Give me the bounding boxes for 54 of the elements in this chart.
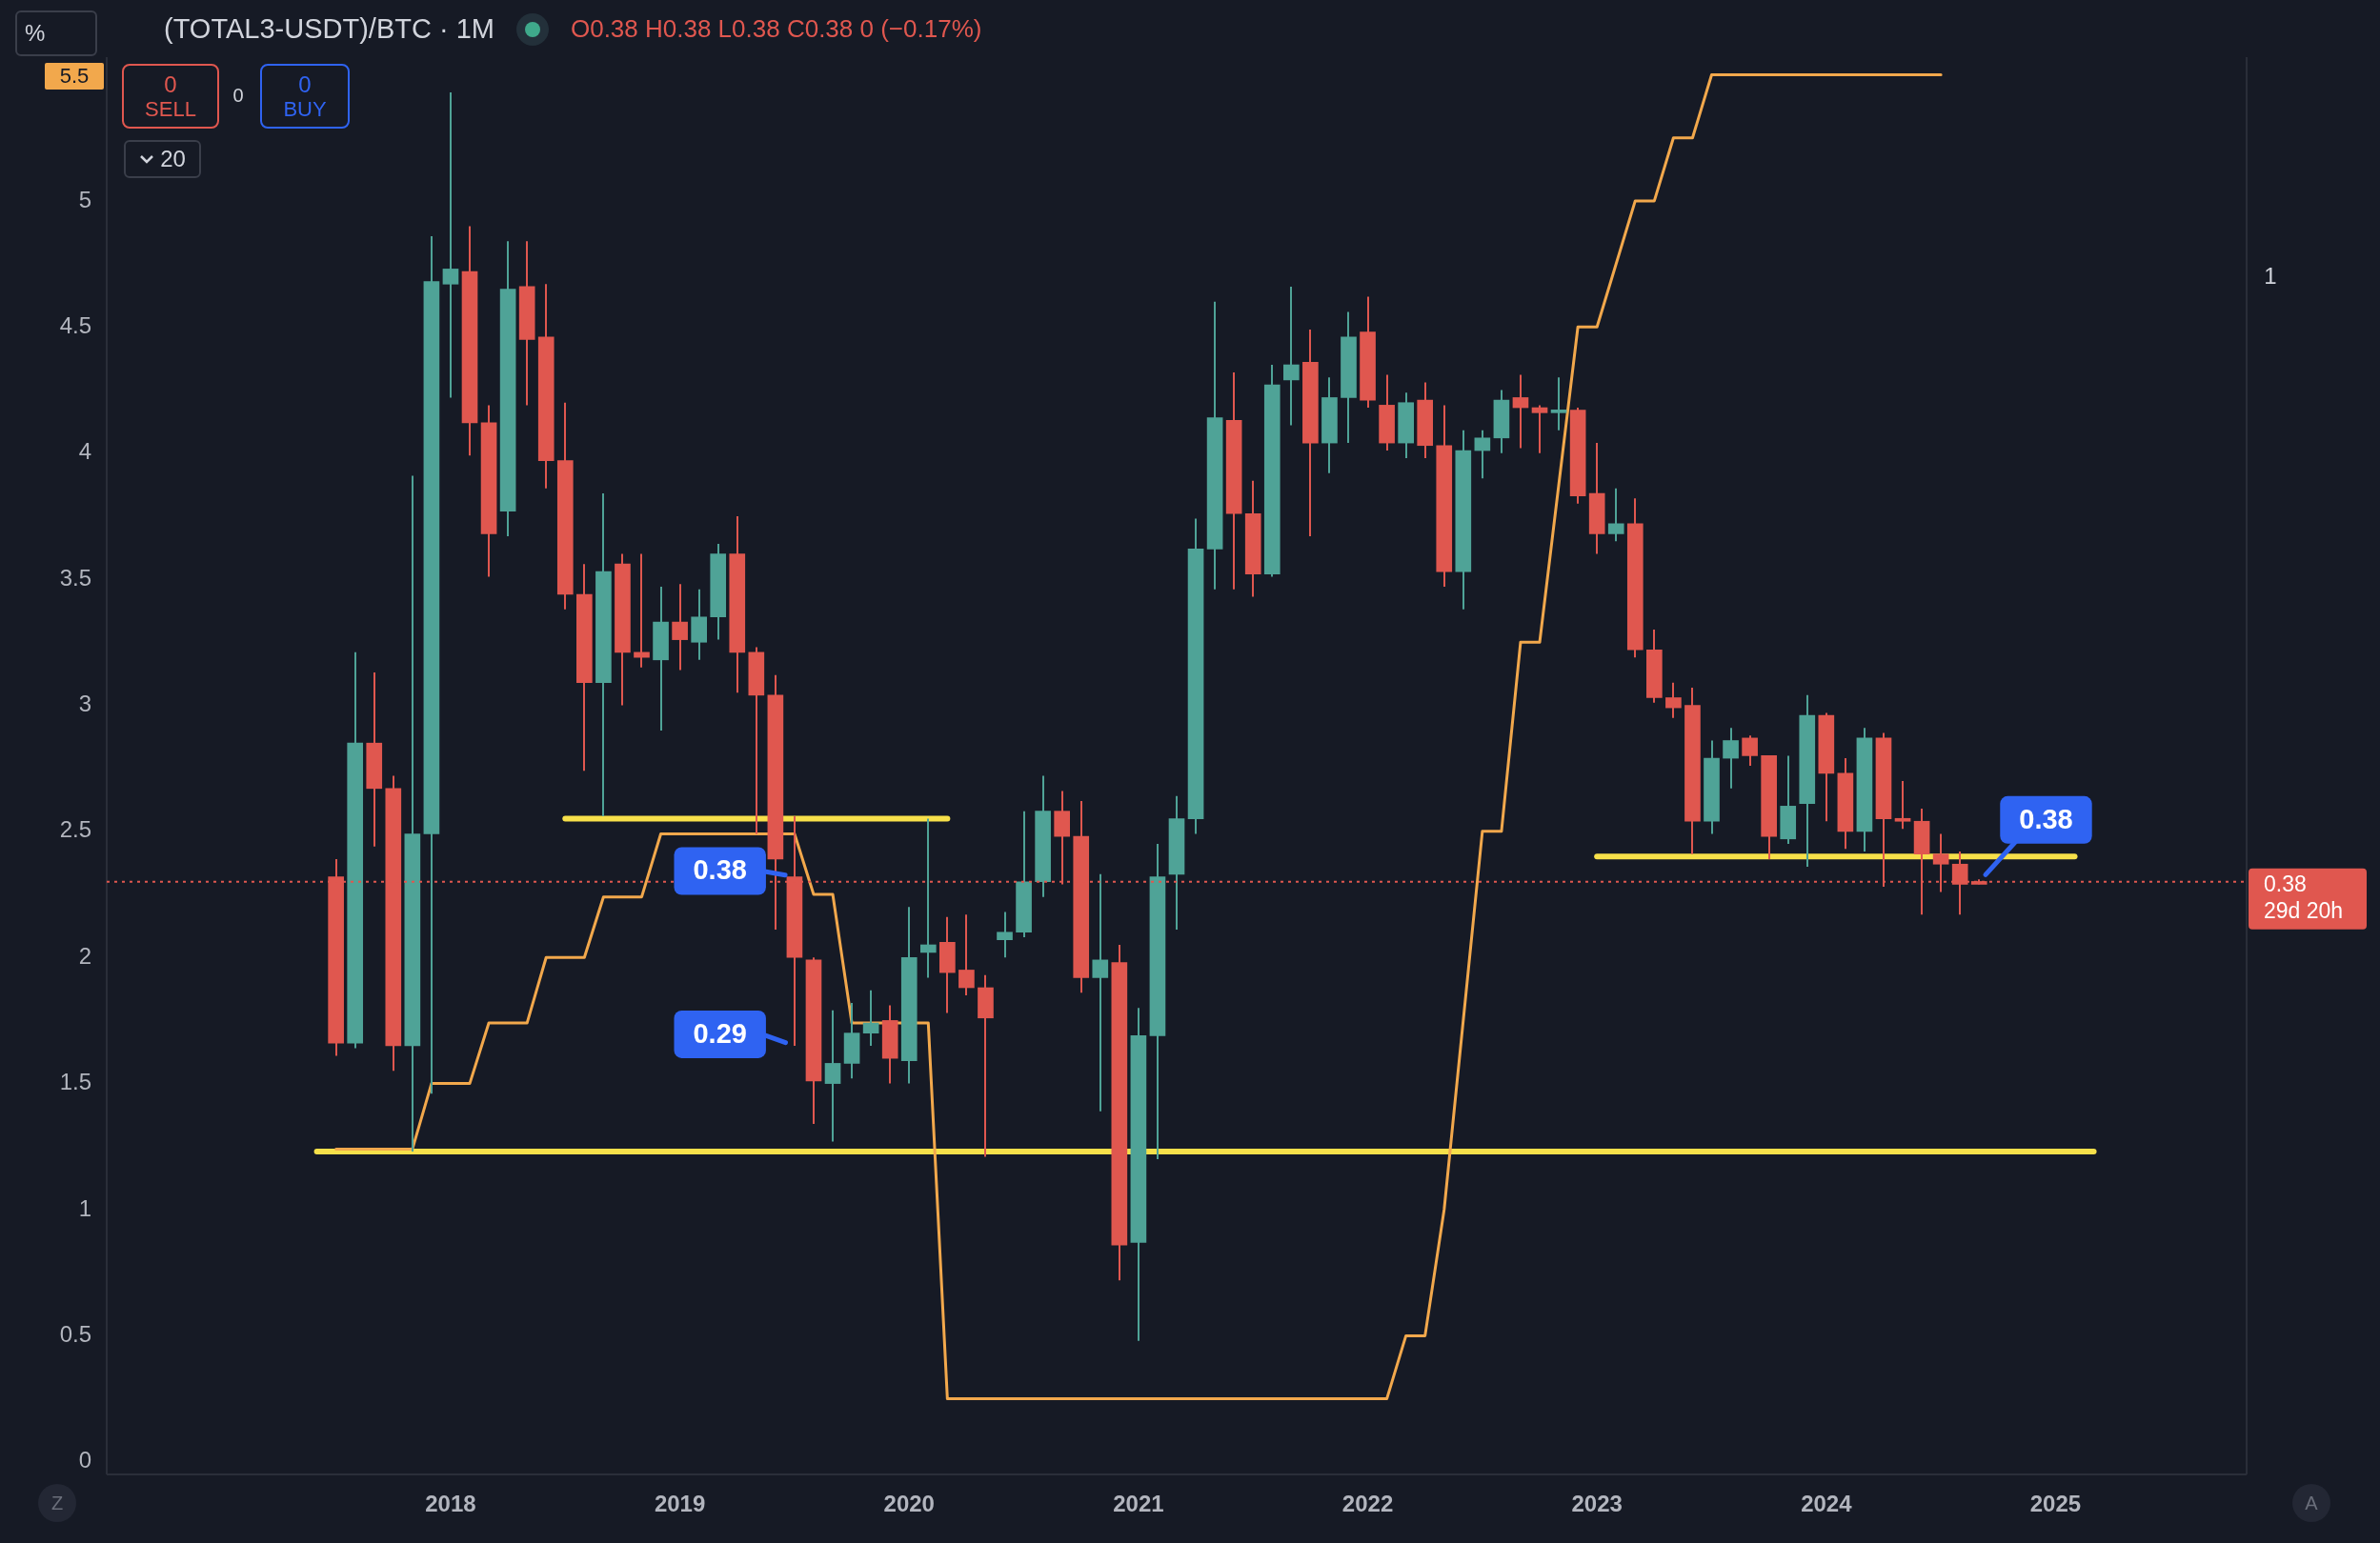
x-tick-label: 2025 bbox=[2029, 1491, 2082, 1517]
candlestick bbox=[997, 911, 1013, 959]
candlestick bbox=[1092, 872, 1109, 1112]
x-tick-label: 2024 bbox=[1801, 1491, 1853, 1517]
y-tick-label: 2 bbox=[78, 942, 91, 969]
candlestick bbox=[1512, 373, 1529, 450]
annotation: 0 bbox=[232, 84, 244, 107]
candlestick bbox=[862, 989, 879, 1047]
x-tick-label: 2022 bbox=[1341, 1491, 1394, 1517]
text: % bbox=[25, 20, 46, 47]
candlestick bbox=[1474, 429, 1491, 480]
x-tick-label: 2020 bbox=[883, 1491, 935, 1517]
candlestick bbox=[1665, 681, 1682, 719]
chart-subtitle: O0.38 H0.38 L0.38 C0.38 0 (−0.17%) bbox=[570, 14, 982, 44]
ref-line-label: 0.38 29d 20h bbox=[2264, 872, 2344, 924]
annotation: 0.38 bbox=[2019, 803, 2073, 834]
x-tick-label: 2018 bbox=[425, 1491, 476, 1517]
text: 5.5 bbox=[59, 64, 90, 89]
annotation: 0 bbox=[164, 70, 177, 98]
candlestick bbox=[1607, 487, 1624, 543]
y-tick-label: 2.5 bbox=[59, 816, 91, 843]
y-tick-label: 4 bbox=[78, 438, 91, 465]
annotation: 0.38 bbox=[693, 854, 747, 886]
candlestick bbox=[919, 817, 937, 979]
annotation: 0.29 bbox=[693, 1017, 747, 1049]
candlestick bbox=[672, 583, 688, 671]
y-tick-label: 1.5 bbox=[59, 1069, 91, 1095]
candlestick bbox=[1531, 404, 1548, 454]
x-tick-label: 2019 bbox=[654, 1491, 706, 1517]
y-tick-label: 1 bbox=[78, 1194, 91, 1221]
y-tick-label: 4.5 bbox=[59, 311, 91, 338]
annotation: SELL bbox=[145, 97, 196, 122]
x-tick-label: 2023 bbox=[1571, 1491, 1623, 1517]
y-tick-label: 3 bbox=[78, 691, 91, 717]
text: A bbox=[2305, 1492, 2318, 1514]
candlestick bbox=[442, 91, 459, 399]
x-tick-label: 2021 bbox=[1113, 1491, 1164, 1517]
y-tick-label: 5 bbox=[78, 186, 91, 212]
annotation: BUY bbox=[283, 97, 327, 122]
chart-title: (TOTAL3-USDT)/BTC · 1M bbox=[164, 13, 494, 45]
y-tick-label: 0.5 bbox=[59, 1321, 91, 1347]
annotation: 20 bbox=[160, 146, 186, 172]
text: Z bbox=[50, 1492, 64, 1514]
candlestick bbox=[1550, 376, 1567, 431]
candlestick bbox=[958, 913, 975, 996]
candlestick bbox=[1742, 734, 1758, 767]
candlestick bbox=[1282, 285, 1300, 427]
candlestick bbox=[1723, 727, 1739, 790]
candlestick bbox=[824, 1009, 841, 1143]
y-tick-label: 3.5 bbox=[59, 564, 91, 591]
candlestick bbox=[1894, 779, 1911, 831]
text: 1 bbox=[2264, 263, 2277, 290]
y-tick-label: 0 bbox=[78, 1447, 91, 1473]
annotation: 0 bbox=[298, 70, 312, 98]
